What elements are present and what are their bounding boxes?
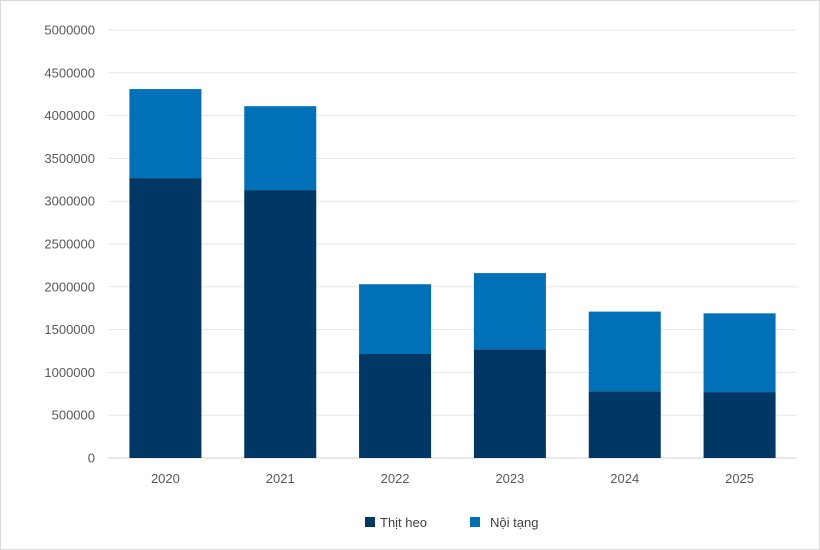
bar-thit-heo-2025 [703, 392, 776, 458]
y-tick-label: 0 [88, 451, 95, 466]
x-tick-label: 2025 [725, 471, 754, 486]
bar-noi-tang-2022 [359, 284, 432, 354]
x-tick-label: 2023 [495, 471, 524, 486]
bar-noi-tang-2025 [703, 313, 776, 393]
bar-thit-heo-2020 [129, 178, 202, 458]
legend-label: Thịt heo [380, 515, 427, 530]
bar-noi-tang-2024 [588, 311, 661, 392]
x-tick-label: 2024 [610, 471, 639, 486]
y-tick-label: 4500000 [44, 65, 95, 80]
y-tick-label: 5000000 [44, 23, 95, 38]
bar-thit-heo-2024 [588, 391, 661, 458]
bar-thit-heo-2023 [473, 349, 546, 458]
bar-noi-tang-2021 [244, 106, 317, 191]
y-tick-label: 500000 [52, 408, 95, 423]
y-tick-label: 1000000 [44, 365, 95, 380]
y-tick-label: 2500000 [44, 237, 95, 252]
y-tick-label: 2000000 [44, 279, 95, 294]
x-tick-label: 2022 [381, 471, 410, 486]
bar-noi-tang-2020 [129, 89, 202, 179]
y-tick-label: 1500000 [44, 322, 95, 337]
x-tick-label: 2021 [266, 471, 295, 486]
bar-thit-heo-2021 [244, 190, 317, 458]
bar-noi-tang-2023 [473, 273, 546, 350]
y-tick-label: 4000000 [44, 108, 95, 123]
legend-swatch [470, 517, 480, 527]
legend-label: Nội tạng [490, 515, 538, 530]
bar-thit-heo-2022 [359, 353, 432, 458]
y-tick-label: 3500000 [44, 151, 95, 166]
legend-swatch [365, 517, 375, 527]
y-tick-label: 3000000 [44, 194, 95, 209]
x-tick-label: 2020 [151, 471, 180, 486]
